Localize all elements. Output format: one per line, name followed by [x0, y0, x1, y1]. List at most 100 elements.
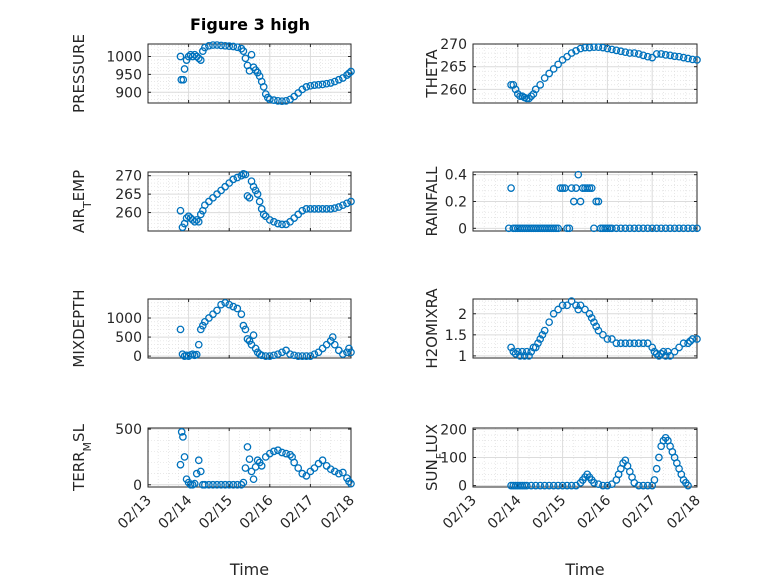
subplot-sun-flux: 0 100 200 02/13 02/14 02/15 02/16 02/17 02/18 Tim… — [423, 422, 704, 579]
data-point-marker — [621, 48, 630, 57]
y-axis-label: H2OMIXRA — [423, 288, 441, 369]
subplot-air-temp: 260 265 270 AIRTEMP — [70, 169, 355, 233]
y-axis-label: RAINFALL — [423, 166, 441, 237]
data-point-marker — [249, 182, 258, 191]
data-point-marker — [567, 481, 576, 490]
y-axis-label: PRESSURE — [70, 34, 88, 113]
data-point-marker — [194, 456, 203, 465]
data-point-marker — [318, 80, 327, 89]
data-point-marker — [545, 481, 554, 490]
data-point-marker — [520, 352, 529, 360]
data-point-marker — [229, 42, 238, 51]
data-point-marker — [225, 480, 234, 489]
y-tick-label: 270 — [440, 37, 467, 53]
data-point-marker — [531, 85, 540, 94]
data-point-marker — [581, 305, 589, 314]
data-point-marker — [274, 97, 282, 105]
data-point-marker — [612, 339, 621, 348]
x-axis-label: Time — [564, 560, 604, 579]
data-point-marker — [229, 480, 238, 489]
data-point-marker — [239, 47, 248, 56]
data-point-marker — [567, 49, 576, 57]
x-tick-label: 02/13 — [115, 493, 155, 533]
data-point-marker — [522, 94, 531, 103]
data-point-marker — [196, 56, 205, 64]
data-point-marker — [274, 219, 282, 228]
data-point-marker — [652, 50, 661, 58]
data-point-marker — [265, 216, 274, 224]
data-point-marker — [684, 339, 692, 348]
data-point-marker — [549, 481, 558, 490]
data-point-marker — [270, 96, 278, 104]
y-tick-label: 1000 — [106, 50, 142, 66]
data-point-marker — [282, 97, 290, 105]
data-point-marker — [213, 480, 221, 489]
data-point-marker — [549, 224, 558, 233]
data-point-marker — [241, 54, 250, 63]
x-axis-label: Time — [229, 560, 269, 579]
data-point-marker — [233, 43, 242, 52]
axes-box — [147, 298, 352, 359]
data-point-marker — [200, 480, 209, 489]
data-point-marker — [558, 481, 567, 490]
data-point-marker — [302, 205, 311, 213]
data-point-marker — [616, 47, 625, 56]
y-tick-label: 1000 — [106, 311, 142, 327]
axes-box — [147, 427, 352, 488]
data-point-marker — [634, 224, 643, 233]
data-point-marker — [290, 351, 299, 360]
data-point-marker — [237, 480, 246, 489]
data-point-marker — [686, 337, 695, 345]
data-point-marker — [302, 352, 311, 360]
data-point-marker — [599, 43, 607, 52]
data-point-marker — [549, 65, 558, 73]
y-axis-label: TERRMSL — [70, 423, 94, 492]
data-point-marker — [196, 210, 205, 219]
data-point-marker — [194, 217, 203, 226]
data-point-marker — [270, 217, 278, 226]
data-point-marker — [545, 318, 554, 327]
data-point-marker — [531, 481, 540, 490]
data-point-marker — [599, 330, 607, 339]
data-point-marker — [259, 210, 268, 219]
data-point-marker — [265, 95, 274, 104]
data-point-marker — [534, 339, 542, 348]
data-point-marker — [241, 464, 250, 472]
data-point-marker — [176, 325, 185, 334]
data-point-marker — [657, 224, 666, 233]
y-tick-label: 0.2 — [445, 195, 467, 211]
data-point-marker — [221, 480, 229, 489]
data-point-marker — [652, 349, 661, 358]
y-tick-label: 100 — [440, 451, 467, 467]
data-point-marker — [554, 305, 562, 314]
data-point-marker — [176, 460, 185, 469]
data-point-marker — [221, 298, 229, 307]
data-point-marker — [587, 184, 596, 192]
data-point-marker — [274, 350, 282, 359]
data-point-marker — [688, 335, 697, 343]
x-tick-label: 02/18 — [318, 493, 358, 533]
data-point-marker — [241, 170, 250, 179]
data-point-marker — [527, 347, 536, 356]
data-point-marker — [630, 49, 639, 57]
x-tick-label: 02/14 — [156, 492, 196, 532]
axes-box — [147, 43, 352, 104]
data-point-marker — [612, 224, 621, 233]
y-tick-label: 0 — [133, 478, 142, 494]
data-point-marker — [684, 481, 692, 490]
data-point-marker — [243, 335, 252, 343]
data-point-marker — [675, 52, 683, 61]
data-point-marker — [525, 94, 533, 103]
subplot-h2omixra: 1 1.5 2 H2OMIXRA — [423, 288, 701, 369]
data-point-marker — [334, 203, 343, 211]
data-point-marker — [217, 300, 225, 309]
data-point-marker — [176, 206, 185, 215]
data-point-marker — [540, 481, 549, 490]
data-point-marker — [585, 184, 594, 192]
data-point-marker — [330, 77, 339, 86]
y-tick-label: 200 — [440, 422, 467, 438]
data-point-marker — [659, 347, 668, 356]
data-point-marker — [522, 347, 531, 356]
data-point-marker — [286, 350, 294, 359]
data-point-marker — [684, 54, 692, 63]
